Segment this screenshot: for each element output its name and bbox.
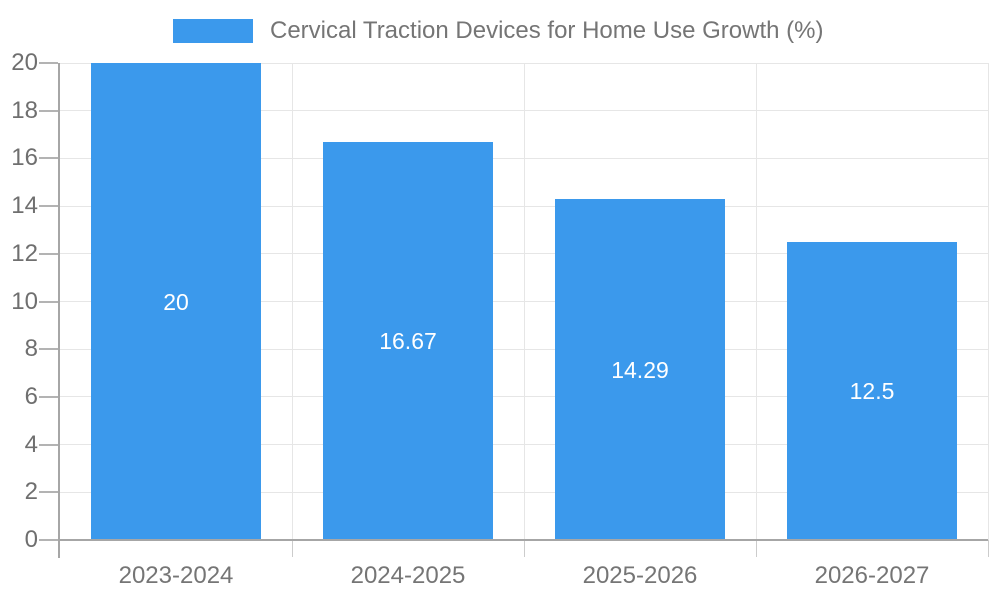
gridline-vertical — [987, 63, 989, 540]
y-axis-tick — [39, 252, 58, 255]
y-axis-tick-label: 12 — [11, 239, 38, 267]
gridline-vertical — [291, 63, 293, 540]
y-axis-tick-label: 10 — [11, 287, 38, 315]
bar-value-label: 14.29 — [611, 356, 669, 383]
x-axis-category-label: 2025-2026 — [582, 562, 698, 589]
y-axis-tick-label: 8 — [24, 335, 38, 363]
bar-value-label: 12.5 — [849, 377, 895, 404]
y-axis-tick — [39, 300, 58, 303]
y-axis-tick — [39, 62, 58, 64]
y-axis-tick — [39, 205, 58, 208]
y-axis-tick-label: 6 — [24, 382, 38, 410]
bar-value-label: 20 — [163, 288, 189, 315]
x-axis-baseline — [58, 539, 988, 541]
bar-2025-2026 — [555, 199, 725, 540]
x-axis-tick — [755, 540, 757, 557]
bar-value-label: 16.67 — [379, 328, 437, 355]
y-axis-tick-label: 0 — [24, 526, 38, 553]
gridline-vertical — [523, 63, 525, 540]
y-axis-tick-label: 18 — [11, 96, 38, 124]
bar-2024-2025 — [323, 142, 493, 540]
x-axis-category-label: 2024-2025 — [350, 562, 466, 589]
y-axis-tick — [39, 491, 58, 494]
x-axis-tick — [523, 540, 525, 557]
y-axis-tick — [39, 443, 58, 446]
x-axis-category-label: 2023-2024 — [118, 562, 234, 589]
y-axis-tick — [39, 348, 58, 351]
y-axis-tick-label: 14 — [11, 192, 38, 220]
legend-swatch-icon — [173, 19, 253, 43]
y-axis-line — [58, 63, 60, 558]
y-axis-tick-label: 2 — [24, 478, 38, 506]
bar-2026-2027 — [787, 241, 957, 540]
gridline-vertical — [755, 63, 757, 540]
y-axis-tick — [39, 539, 58, 541]
x-axis-category-label: 2026-2027 — [814, 562, 930, 589]
x-axis-tick — [291, 540, 293, 557]
legend-label: Cervical Traction Devices for Home Use G… — [270, 17, 824, 44]
y-axis-tick-label: 16 — [11, 144, 38, 172]
plot-area: 0 2 4 6 8 10 12 14 16 18 20 20 16.67 14.29 12.5 2023-20… — [11, 49, 989, 589]
y-axis-tick — [39, 109, 58, 112]
chart-legend: Cervical Traction Devices for Home Use G… — [173, 17, 823, 45]
x-axis-tick — [987, 540, 989, 557]
y-axis-tick — [39, 395, 58, 398]
y-axis-tick — [39, 157, 58, 160]
y-axis-tick-label: 20 — [11, 49, 38, 76]
bar-2023-2024 — [91, 63, 261, 540]
y-axis-tick-label: 4 — [24, 430, 38, 458]
